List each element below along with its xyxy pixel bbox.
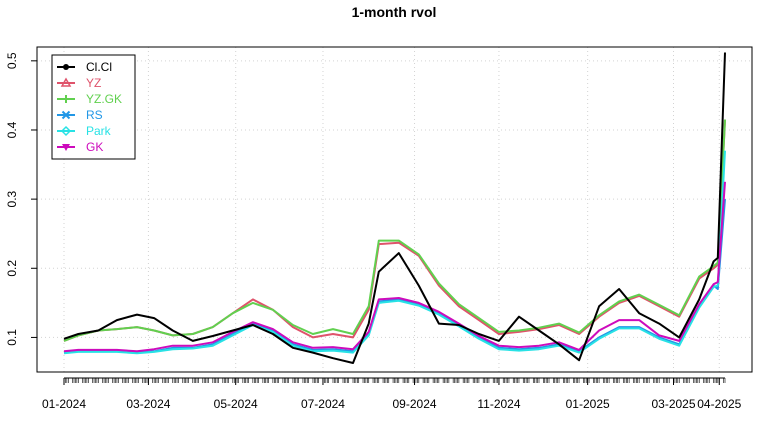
y-tick-label: 0.5 bbox=[5, 52, 19, 69]
plot-frame bbox=[36, 46, 753, 373]
legend-box bbox=[51, 54, 136, 160]
legend-marker bbox=[61, 110, 71, 120]
legend-marker bbox=[60, 125, 72, 137]
legend-label: GK bbox=[86, 140, 103, 154]
y-tick-label: 0.3 bbox=[5, 190, 19, 207]
legend-label: RS bbox=[86, 108, 103, 122]
x-tick-label: 04-2025 bbox=[697, 397, 741, 411]
chart-title: 1-month rvol bbox=[352, 4, 437, 20]
x-tick-label: 01-2024 bbox=[42, 397, 86, 411]
y-tick-label: 0.2 bbox=[5, 260, 19, 277]
series-line-yz-gk bbox=[63, 119, 726, 342]
legend-marker bbox=[63, 64, 69, 70]
legend: Cl.Cl YZ YZ.GK RS Park GK bbox=[51, 54, 136, 160]
legend-label: Park bbox=[86, 124, 112, 138]
legend-label: YZ bbox=[86, 76, 101, 90]
legend-marker bbox=[60, 77, 72, 87]
x-tick-label: 11-2024 bbox=[477, 397, 520, 411]
y-axis: 0.1 0.2 0.3 0.4 0.5 bbox=[5, 52, 37, 346]
series-line-cl-cl bbox=[63, 52, 726, 364]
x-tick-label: 07-2024 bbox=[301, 397, 345, 411]
legend-marker bbox=[62, 144, 70, 151]
series-line-park bbox=[63, 150, 726, 355]
series-line-rs bbox=[63, 199, 726, 354]
x-tick-label: 03-2025 bbox=[651, 397, 695, 411]
series-layer bbox=[63, 52, 726, 364]
x-tick-label: 01-2025 bbox=[566, 397, 610, 411]
series-line-yz bbox=[63, 119, 726, 342]
y-tick-label: 0.4 bbox=[5, 121, 19, 138]
legend-label: Cl.Cl bbox=[86, 60, 112, 74]
x-axis: 01-2024 03-2024 05-2024 07-2024 09-2024 11-20… bbox=[42, 377, 742, 411]
series-line-gk bbox=[63, 181, 726, 353]
legend-marker bbox=[62, 95, 70, 103]
x-tick-label: 09-2024 bbox=[393, 397, 437, 411]
y-tick-label: 0.1 bbox=[5, 329, 19, 346]
legend-label: YZ.GK bbox=[86, 92, 122, 106]
x-tick-label: 05-2024 bbox=[214, 397, 258, 411]
x-tick-label: 03-2024 bbox=[126, 397, 170, 411]
